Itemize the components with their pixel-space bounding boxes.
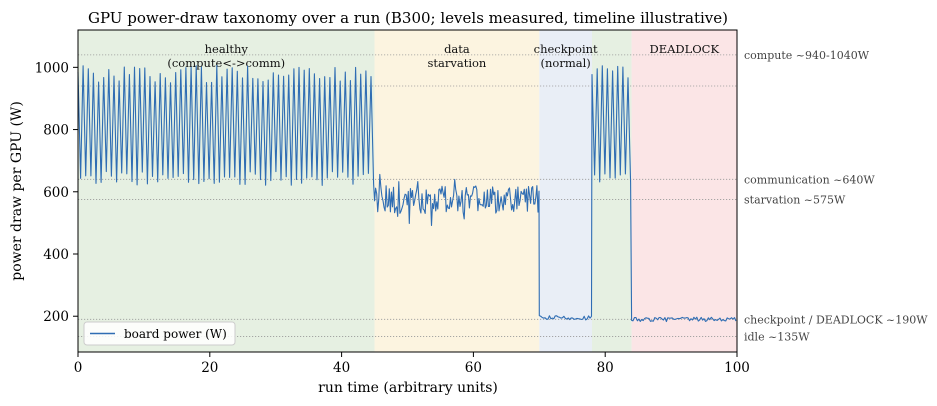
y-tick-label: 800 [43, 123, 69, 139]
x-tick-label: 0 [74, 360, 83, 376]
region-label: starvation [427, 56, 486, 70]
level-label: checkpoint / DEADLOCK ~190W [744, 313, 928, 326]
y-tick-label: 200 [43, 309, 69, 325]
x-tick-label: 60 [465, 360, 482, 376]
x-tick-label: 40 [333, 360, 350, 376]
reference-level-lines [78, 54, 737, 337]
region-band [631, 30, 737, 352]
level-label: starvation ~575W [744, 194, 846, 207]
region-band [374, 30, 540, 352]
y-tick-label: 1000 [35, 60, 69, 76]
region-band [539, 30, 593, 352]
region-label: (compute<->comm) [167, 56, 285, 70]
x-tick-label: 100 [724, 360, 750, 376]
region-label: DEADLOCK [649, 42, 719, 56]
y-tick-label: 400 [43, 247, 69, 263]
region-shading [78, 30, 737, 352]
x-tick-label: 20 [201, 360, 218, 376]
y-axis-label: power draw per GPU (W) [9, 101, 25, 281]
y-axis-ticks: 200 400 600 800 1000 [35, 60, 78, 325]
series-line-board-power [77, 64, 737, 323]
region-label: data [444, 42, 470, 56]
level-label: communication ~640W [744, 173, 875, 186]
y-tick-label: 600 [43, 185, 69, 201]
region-label: (normal) [541, 56, 591, 70]
level-label: compute ~940-1040W [744, 49, 870, 62]
legend-box [83, 321, 236, 346]
x-tick-label: 80 [597, 360, 614, 376]
region-label: checkpoint [534, 42, 598, 56]
level-label: idle ~135W [744, 330, 810, 343]
series-group [77, 64, 737, 323]
chart-title: GPU power-draw taxonomy over a run (B300… [88, 9, 728, 27]
reference-level-labels: compute ~940-1040W communication ~640W sta… [744, 49, 928, 344]
x-axis-ticks: 0 20 40 60 80 100 [74, 352, 750, 376]
plot-frame [77, 29, 738, 353]
region-label: healthy [205, 42, 249, 56]
x-axis-label: run time (arbitrary units) [318, 380, 498, 396]
legend: board power (W) [83, 321, 236, 346]
legend-entry-label: board power (W) [124, 327, 227, 341]
